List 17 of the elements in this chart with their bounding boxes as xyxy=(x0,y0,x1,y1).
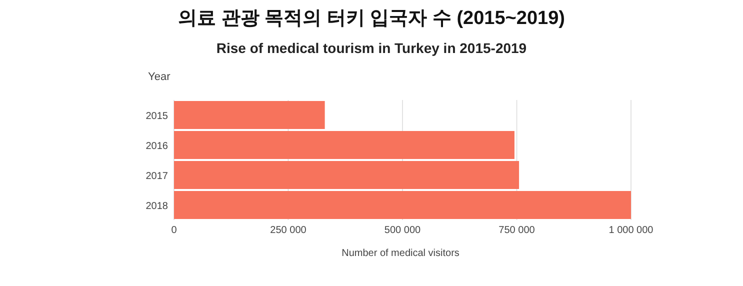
x-tick-label: 500 000 xyxy=(384,225,422,236)
x-tick-label: 1 000 000 xyxy=(608,225,654,236)
x-tick-label: 0 xyxy=(171,225,178,236)
y-tick-label: 2017 xyxy=(146,171,168,182)
bar xyxy=(174,131,514,159)
y-axis-title: Year xyxy=(148,71,171,83)
bar xyxy=(174,101,325,129)
chart-title: 의료 관광 목적의 터키 입국자 수 (2015~2019) xyxy=(178,8,565,29)
y-tick-label: 2015 xyxy=(146,111,168,122)
bar xyxy=(174,161,520,189)
x-axis-title: Number of medical visitors xyxy=(342,248,460,259)
x-tick-label: 750 000 xyxy=(498,225,536,236)
x-tick-label: 250 000 xyxy=(270,225,307,236)
bar xyxy=(174,191,631,219)
y-tick-label: 2018 xyxy=(146,201,168,212)
y-tick-label: 2016 xyxy=(146,141,168,152)
chart-subtitle: Rise of medical tourism in Turkey in 2015-2019 xyxy=(216,40,527,56)
